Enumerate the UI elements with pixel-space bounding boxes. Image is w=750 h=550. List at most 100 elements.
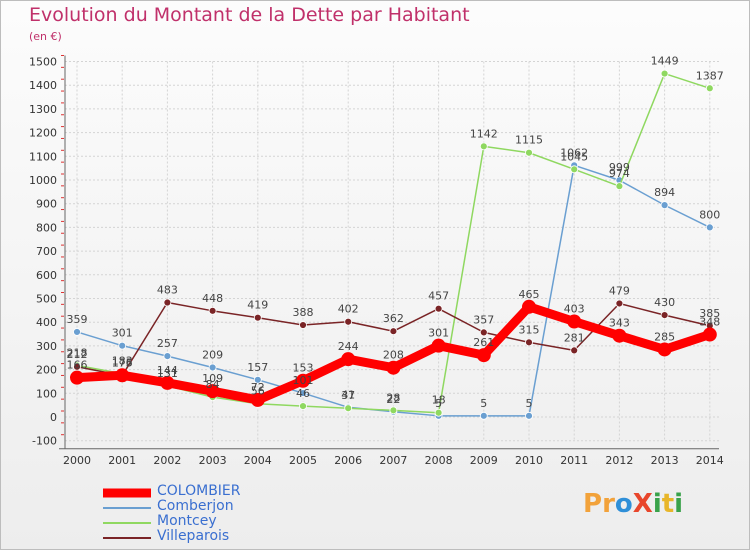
data-point-villeparois <box>434 304 443 313</box>
x-tick-label: 2001 <box>108 454 136 467</box>
data-point-comberjon <box>705 223 714 232</box>
value-label-villeparois: 175 <box>112 357 133 370</box>
value-label-comberjon: 800 <box>699 208 720 221</box>
value-label-montcey: 18 <box>432 394 446 407</box>
value-label-montcey: 131 <box>157 367 178 380</box>
value-label-colombier: 301 <box>428 327 449 340</box>
logo-letter: o <box>614 489 633 519</box>
legend-label-colombier: COLOMBIER <box>157 483 241 499</box>
data-point-villeparois <box>389 327 398 336</box>
y-tick-label: 1500 <box>29 56 57 69</box>
proxiti-logo: ProXiti <box>583 489 683 519</box>
data-point-montcey <box>479 142 488 151</box>
value-label-colombier: 348 <box>699 316 720 329</box>
x-tick-label: 2009 <box>470 454 498 467</box>
value-label-villeparois: 448 <box>202 292 223 305</box>
logo-letter: i <box>652 489 662 519</box>
x-tick-label: 2014 <box>696 454 724 467</box>
y-tick-label: 400 <box>36 316 57 329</box>
value-label-villeparois: 315 <box>519 323 540 336</box>
value-label-montcey: 218 <box>67 346 88 359</box>
data-point-montcey <box>299 402 307 410</box>
value-label-colombier: 261 <box>473 336 494 349</box>
value-label-comberjon: 257 <box>157 337 178 350</box>
data-point-colombier <box>386 360 401 375</box>
value-label-villeparois: 362 <box>383 312 404 325</box>
value-label-montcey: 37 <box>341 389 355 402</box>
data-point-colombier <box>567 314 582 329</box>
data-point-colombier <box>431 338 446 353</box>
value-label-comberjon: 41 <box>341 388 355 401</box>
data-point-villeparois <box>479 328 488 337</box>
value-label-montcey: 1449 <box>651 55 679 68</box>
series-colombier <box>70 299 717 407</box>
data-point-comberjon <box>73 328 81 336</box>
data-point-colombier <box>115 368 130 383</box>
data-point-villeparois <box>208 306 217 315</box>
data-point-colombier <box>70 370 84 385</box>
value-label-layer: 166 1761441097215324420830126146540334328… <box>67 55 724 410</box>
value-label-villeparois: 385 <box>699 307 720 320</box>
x-tick-label: 2012 <box>605 454 633 467</box>
x-tick-label: 2004 <box>244 454 272 467</box>
data-point-colombier <box>702 327 717 342</box>
value-label-villeparois: 357 <box>473 313 494 326</box>
value-label-comberjon: 894 <box>654 186 675 199</box>
value-label-villeparois: 281 <box>564 331 585 344</box>
x-tick-label: 2008 <box>425 454 453 467</box>
data-point-villeparois <box>253 313 262 322</box>
value-label-villeparois: 402 <box>338 303 359 316</box>
y-tick-label: 500 <box>36 293 57 306</box>
axis-layer: -100 0 100 200 300 400 500 600 700 800 900 1000 1100… <box>29 55 724 467</box>
legend-swatch-villeparois <box>103 537 151 539</box>
y-tick-label: 200 <box>36 364 57 377</box>
data-point-comberjon <box>118 341 127 350</box>
y-tick-label: 800 <box>36 221 57 234</box>
data-point-colombier <box>160 375 175 390</box>
x-tick-label: 2006 <box>334 454 362 467</box>
y-tick-label: 900 <box>36 198 57 211</box>
chart-title: Evolution du Montant de la Dette par Hab… <box>29 4 470 26</box>
value-label-montcey: 183 <box>112 355 133 368</box>
data-point-montcey <box>434 408 443 417</box>
value-label-colombier: 343 <box>609 317 630 330</box>
value-label-montcey: 84 <box>206 378 220 391</box>
value-label-colombier: 166 <box>67 359 88 372</box>
legend-label-comberjon: Comberjon <box>157 498 234 514</box>
data-point-villeparois <box>525 338 533 347</box>
legend-swatch-comberjon <box>103 507 151 509</box>
data-point-colombier <box>250 392 265 407</box>
value-label-comberjon: 157 <box>247 361 268 374</box>
data-point-villeparois <box>660 311 669 319</box>
data-point-colombier <box>341 352 356 367</box>
legend-label-villeparois: Villeparois <box>157 528 230 544</box>
value-label-montcey: 28 <box>386 391 400 404</box>
value-label-comberjon: 5 <box>435 397 442 410</box>
value-label-comberjon: 5 <box>480 397 487 410</box>
value-label-villeparois: 483 <box>157 284 178 297</box>
unit-label: (en €) <box>29 30 62 43</box>
data-point-colombier <box>657 342 672 357</box>
x-tick-label: 2007 <box>379 454 407 467</box>
value-label-comberjon: 209 <box>202 348 223 361</box>
logo-letter: r <box>602 489 615 519</box>
value-label-montcey: 974 <box>609 167 630 180</box>
data-point-montcey <box>660 69 669 78</box>
x-tick-label: 2003 <box>199 454 227 467</box>
data-point-comberjon <box>299 389 307 397</box>
value-label-montcey: 1387 <box>696 69 724 82</box>
value-label-villeparois: 457 <box>428 290 449 303</box>
data-point-montcey <box>525 148 533 157</box>
value-label-colombier: 176 <box>112 356 133 369</box>
data-point-montcey <box>344 404 353 413</box>
value-label-comberjon: 5 <box>526 397 533 410</box>
data-point-montcey <box>705 84 714 93</box>
legend-label-montcey: Montcey <box>157 513 217 529</box>
value-label-colombier: 403 <box>564 302 585 315</box>
y-tick-label: 1100 <box>29 150 57 163</box>
value-label-colombier: 109 <box>202 372 223 385</box>
x-tick-label: 2000 <box>63 454 91 467</box>
y-tick-label: 1000 <box>29 174 57 187</box>
y-tick-label: 0 <box>50 411 57 424</box>
